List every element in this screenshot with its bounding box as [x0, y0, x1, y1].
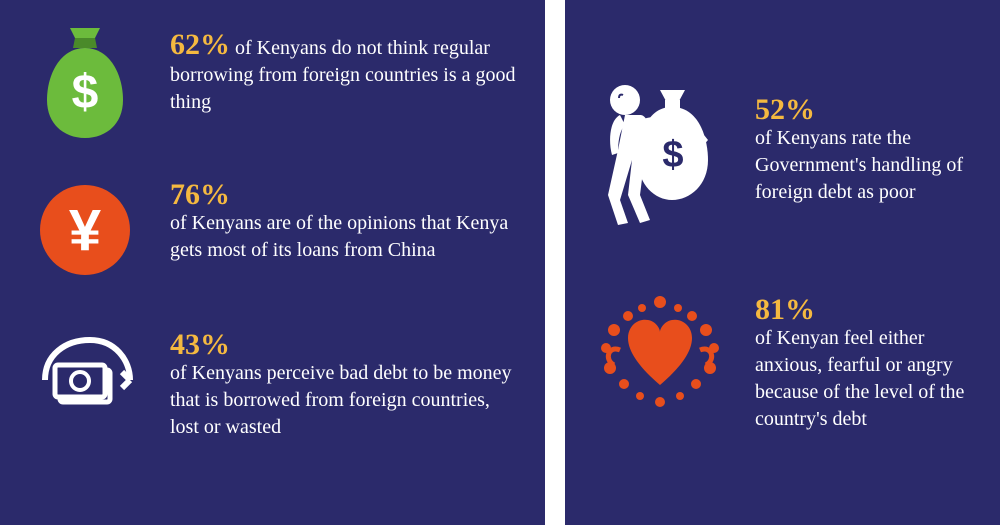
stat-percent: 81% [755, 295, 975, 325]
money-bag-icon: $ [20, 20, 150, 140]
stat-row: 43% of Kenyans perceive bad debt to be m… [20, 320, 520, 441]
heart-ornament-icon [585, 285, 735, 415]
svg-text:¥: ¥ [69, 198, 101, 263]
stat-desc: of Kenyans rate the Government's handlin… [755, 127, 963, 203]
cash-swirl-icon [20, 320, 150, 440]
right-panel: $ 52% of Kenyans rate the Government's h… [565, 0, 1000, 525]
stat-row: 81% of Kenyan feel either anxious, fearf… [585, 285, 975, 433]
stat-percent: 62% [170, 28, 230, 61]
stat-percent: 43% [170, 330, 520, 360]
stat-percent: 52% [755, 95, 975, 125]
stat-text: 43% of Kenyans perceive bad debt to be m… [170, 320, 520, 441]
left-panel: $ 62% of Kenyans do not think regular bo… [0, 0, 545, 525]
stat-desc: of Kenyans perceive bad debt to be money… [170, 362, 512, 438]
stat-desc: of Kenyan feel either anxious, fearful o… [755, 327, 964, 430]
yen-circle-icon: ¥ [20, 170, 150, 290]
stat-row: ¥ 76% of Kenyans are of the opinions tha… [20, 170, 520, 290]
stat-desc: of Kenyans are of the opinions that Keny… [170, 212, 508, 261]
stat-percent: 76% [170, 180, 520, 210]
stat-text: 52% of Kenyans rate the Government's han… [755, 65, 975, 206]
stat-text: 62% of Kenyans do not think regular borr… [170, 20, 520, 116]
man-carrying-bag-icon: $ [585, 65, 735, 225]
stat-text: 76% of Kenyans are of the opinions that … [170, 170, 520, 264]
svg-text:$: $ [662, 134, 683, 176]
stat-row: $ 62% of Kenyans do not think regular bo… [20, 20, 520, 140]
svg-text:$: $ [72, 66, 99, 119]
stat-row: $ 52% of Kenyans rate the Government's h… [585, 65, 975, 225]
stat-text: 81% of Kenyan feel either anxious, fearf… [755, 285, 975, 433]
